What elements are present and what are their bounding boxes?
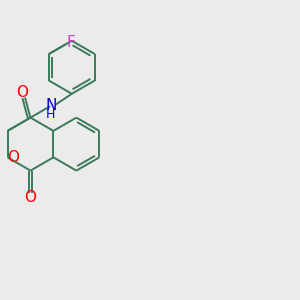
Text: H: H	[46, 108, 56, 121]
Text: O: O	[25, 190, 37, 206]
Text: O: O	[16, 85, 28, 100]
Text: O: O	[7, 150, 19, 165]
Text: N: N	[45, 98, 56, 113]
Text: F: F	[66, 35, 75, 50]
